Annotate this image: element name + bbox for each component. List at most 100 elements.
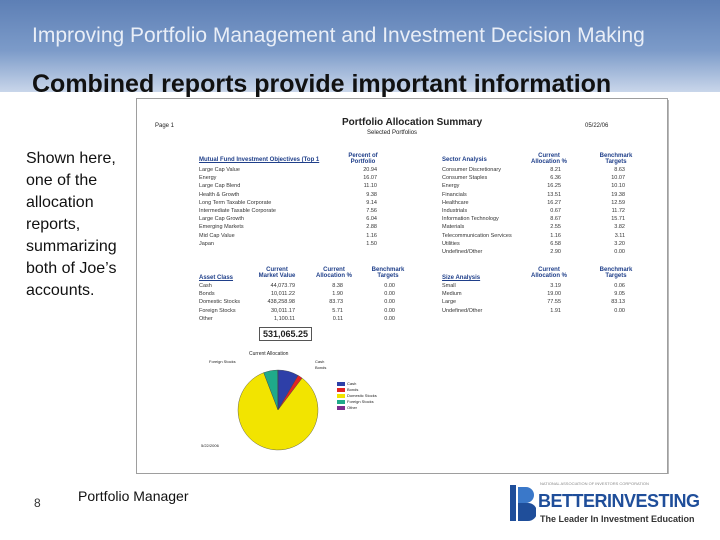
asset-row-benchmark: 0.00 — [384, 291, 395, 298]
asset-row-current: 8.38 — [332, 283, 343, 289]
sector-row-name: Healthcare — [442, 199, 469, 206]
pie-label-bonds: Bonds — [315, 365, 327, 370]
legend-item: Bonds — [337, 387, 377, 393]
sector-row-name: Consumer Staples — [442, 175, 488, 182]
asset-row-current: 83.73 — [329, 299, 343, 306]
fund-row-pct: 9.38 — [366, 191, 377, 198]
sector-row-current: 6.58 — [550, 240, 561, 247]
size-row-current: 77.55 — [547, 299, 561, 306]
fund-row-name: Large Cap Blend — [199, 183, 241, 190]
legend-label: Cash — [347, 381, 357, 386]
fund-row-pct: 6.04 — [366, 216, 377, 223]
size-benchmark-header: Benchmark Targets — [599, 267, 633, 279]
asset-row-benchmark: 0.00 — [384, 315, 395, 322]
report-page-label: Page 1 — [155, 123, 175, 129]
size-row-benchmark: 9.05 — [614, 291, 625, 298]
sector-row-name: Industrials — [442, 208, 468, 214]
size-header: Size Analysis — [442, 275, 481, 281]
sector-row-benchmark: 8.63 — [614, 167, 625, 173]
fund-row-name: Japan — [199, 240, 214, 247]
percent-header: Percent of Portfolio — [348, 153, 378, 165]
report-footer-date: 5/22/2006 — [201, 443, 219, 448]
asset-row-market-value: 10,011.22 — [270, 291, 295, 298]
report-date: 05/22/06 — [585, 123, 609, 129]
pie-legend: Cash Bonds Domestic Stocks Foreign Stocks Ot… — [337, 381, 377, 411]
fund-row-pct: 20.94 — [363, 167, 377, 173]
page-title: Improving Portfolio Management and Inves… — [32, 24, 645, 47]
sector-row-current: 16.27 — [547, 199, 561, 206]
sector-row-name: Consumer Discretionary — [442, 167, 501, 173]
market-value-header: Current Market Value — [258, 267, 296, 279]
slide-heading: Combined reports provide important infor… — [32, 70, 612, 98]
asset-row-current: 5.71 — [332, 307, 343, 314]
sector-row-benchmark: 19.38 — [611, 191, 625, 198]
fund-header: Mutual Fund Investment Objectives (Top 1 — [199, 157, 320, 163]
sector-row-name: Materials — [442, 224, 465, 231]
sector-row-current: 16.25 — [547, 183, 561, 190]
report-subtitle: Selected Portfolios — [367, 130, 418, 136]
asset-row-name: Domestic Stocks — [199, 299, 240, 306]
fund-row-name: Emerging Markets — [199, 224, 244, 231]
size-row-name: Medium — [442, 291, 462, 298]
asset-benchmark-header: Benchmark Targets — [371, 267, 405, 279]
sector-row-name: Telecommunication Services — [442, 232, 512, 239]
page-number: 8 — [34, 496, 41, 510]
sector-row-current: 8.21 — [550, 167, 561, 173]
logo-tagline: The Leader In Investment Education — [540, 514, 695, 524]
fund-row-pct: 1.16 — [366, 232, 377, 239]
asset-row-benchmark: 0.00 — [384, 307, 395, 314]
asset-header: Asset Class — [199, 275, 234, 281]
asset-row-market-value: 1,100.11 — [273, 315, 295, 322]
header-band — [0, 0, 720, 92]
legend-item: Cash — [337, 381, 377, 387]
legend-swatch — [337, 400, 345, 404]
fund-row-pct: 7.56 — [366, 208, 377, 214]
fund-row-pct: 1.50 — [366, 240, 377, 247]
sector-row-benchmark: 0.00 — [614, 249, 625, 255]
size-row-name: Undefined/Other — [442, 307, 483, 314]
sector-row-current: 0.67 — [550, 208, 561, 214]
legend-swatch — [337, 406, 345, 410]
sector-row-name: Undefined/Other — [442, 249, 483, 255]
sector-row-name: Financials — [442, 191, 467, 198]
sector-row-current: 8.67 — [550, 216, 561, 223]
asset-row-name: Cash — [199, 283, 212, 289]
body-text: Shown here, one of the allocation report… — [26, 150, 117, 299]
sector-row-current: 13.51 — [547, 191, 561, 198]
asset-row-name: Bonds — [199, 291, 215, 298]
legend-label: Bonds — [347, 387, 359, 392]
legend-item: Other — [337, 405, 377, 411]
legend-swatch — [337, 382, 345, 386]
legend-label: Domestic Stocks — [347, 393, 377, 398]
asset-row-benchmark: 0.00 — [384, 283, 395, 289]
sector-row-current: 2.90 — [550, 249, 561, 255]
asset-row-market-value: 44,073.79 — [270, 283, 295, 289]
size-current-header: Current Allocation % — [530, 267, 567, 279]
sector-row-current: 2.55 — [550, 224, 561, 231]
fund-row-name: Large Cap Value — [199, 167, 240, 173]
fund-row-name: Large Cap Growth — [199, 216, 244, 223]
size-row-benchmark: 0.00 — [614, 307, 625, 314]
sector-benchmark-header: Benchmark Targets — [599, 153, 633, 165]
asset-current-header: Current Allocation % — [315, 267, 352, 279]
size-row-name: Small — [442, 283, 456, 289]
legend-label: Foreign Stocks — [347, 399, 374, 404]
fund-row-name: Long Term Taxable Corporate — [199, 199, 272, 206]
sector-row-benchmark: 12.59 — [611, 199, 625, 206]
asset-row-current: 1.90 — [332, 291, 343, 298]
asset-row-market-value: 438,258.98 — [267, 299, 295, 306]
size-row-current: 3.19 — [550, 283, 561, 289]
logo-small-text: NATIONAL ASSOCIATION OF INVESTORS CORPOR… — [540, 481, 649, 486]
legend-swatch — [337, 394, 345, 398]
pie-slice-domestic-stocks — [237, 372, 319, 451]
sector-row-benchmark: 10.10 — [611, 183, 625, 190]
asset-row-benchmark: 0.00 — [384, 299, 395, 306]
legend-item: Foreign Stocks — [337, 399, 377, 405]
sector-row-name: Utilities — [442, 240, 460, 247]
size-row-current: 19.00 — [547, 291, 561, 298]
fund-row-pct: 11.10 — [363, 183, 377, 190]
sector-row-name: Information Technology — [442, 216, 499, 223]
report-image: Page 1 Portfolio Allocation Summary Sele… — [136, 98, 668, 474]
sector-row-benchmark: 15.71 — [611, 216, 625, 223]
betterinvesting-logo: NATIONAL ASSOCIATION OF INVESTORS CORPOR… — [510, 477, 710, 537]
